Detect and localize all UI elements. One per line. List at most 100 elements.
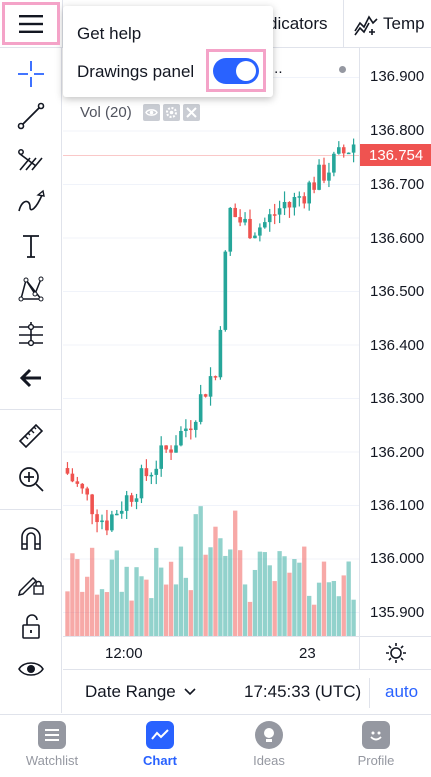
candle-body bbox=[124, 495, 129, 511]
indicators-label: dicators bbox=[268, 13, 328, 33]
volume-bar bbox=[119, 591, 124, 636]
main-menu-dropdown: Get help Drawings panel bbox=[63, 6, 273, 97]
candle-body bbox=[337, 147, 341, 154]
volume-bar bbox=[272, 581, 277, 636]
price-tick: 136.200 bbox=[370, 444, 425, 461]
auto-scale-button[interactable]: auto bbox=[385, 682, 419, 701]
eye-icon[interactable] bbox=[143, 104, 160, 121]
nav-profile[interactable]: Profile bbox=[331, 721, 421, 768]
volume-bar bbox=[237, 550, 243, 636]
candle-body bbox=[85, 488, 89, 495]
volume-bar bbox=[262, 552, 267, 636]
indicators-button[interactable]: dicators bbox=[268, 0, 328, 47]
volume-bar bbox=[213, 526, 218, 636]
nav-ideas[interactable]: Ideas bbox=[224, 721, 314, 768]
candle-body bbox=[302, 196, 307, 204]
crosshair-tool[interactable] bbox=[13, 56, 49, 92]
volume-bar bbox=[267, 565, 272, 636]
candle-body bbox=[307, 182, 311, 204]
zoom-tool[interactable] bbox=[13, 461, 49, 497]
price-tick: 136.100 bbox=[370, 497, 425, 514]
volume-bar bbox=[242, 584, 248, 636]
more-label[interactable]: ... bbox=[270, 60, 283, 77]
drawing-toolbar bbox=[0, 48, 62, 713]
price-axis[interactable]: 136.900 136.800 136.754 136.700 136.600 … bbox=[359, 48, 431, 636]
brush-tool[interactable] bbox=[13, 184, 49, 220]
volume-bar bbox=[302, 546, 307, 636]
pitchfork-icon bbox=[18, 149, 43, 171]
hide-drawings-tool[interactable] bbox=[13, 651, 49, 687]
candle-body bbox=[341, 147, 346, 154]
sun-gear-icon bbox=[385, 643, 406, 663]
candle-body bbox=[213, 376, 218, 378]
measure-tool[interactable] bbox=[13, 418, 49, 454]
magnet-icon bbox=[21, 527, 41, 550]
volume-bar bbox=[178, 546, 184, 636]
toolbar-divider bbox=[343, 0, 344, 47]
nav-label: Watchlist bbox=[25, 753, 79, 768]
volume-bar bbox=[188, 590, 193, 636]
volume-bar bbox=[109, 559, 115, 636]
volume-bar bbox=[223, 555, 228, 636]
prediction-tool[interactable] bbox=[13, 316, 49, 352]
arrow-left-icon bbox=[19, 368, 41, 388]
templates-icon bbox=[354, 14, 378, 35]
back-tool[interactable] bbox=[13, 360, 49, 396]
get-help-item[interactable]: Get help bbox=[77, 24, 142, 43]
drawings-panel-toggle-highlight bbox=[206, 49, 266, 92]
templates-button[interactable]: Temp bbox=[353, 0, 425, 47]
lock-drawings-tool[interactable] bbox=[13, 564, 49, 600]
volume-bar bbox=[218, 538, 223, 636]
candle-body bbox=[272, 214, 277, 216]
volume-bar bbox=[331, 580, 337, 636]
candle-body bbox=[253, 235, 257, 239]
volume-bar bbox=[149, 598, 154, 636]
chart-pane[interactable]: Vol (20) ... bbox=[63, 48, 359, 636]
nav-watchlist[interactable]: Watchlist bbox=[7, 721, 97, 768]
candle-body bbox=[184, 428, 188, 431]
date-range-button[interactable]: Date Range bbox=[85, 682, 196, 702]
volume-bar bbox=[75, 559, 80, 636]
drawings-panel-toggle[interactable] bbox=[213, 57, 259, 84]
candle-body bbox=[351, 144, 356, 153]
candle-body bbox=[189, 428, 193, 431]
drawings-panel-item[interactable]: Drawings panel bbox=[77, 62, 195, 81]
price-tick: 136.400 bbox=[370, 337, 425, 354]
volume-bar bbox=[326, 582, 332, 636]
lock-all-tool[interactable] bbox=[13, 608, 49, 644]
toolbar-divider bbox=[0, 509, 62, 510]
volume-bar bbox=[124, 566, 129, 636]
candlestick-chart[interactable] bbox=[63, 48, 359, 636]
nav-chart[interactable]: Chart bbox=[115, 721, 205, 768]
volume-legend[interactable]: Vol (20) bbox=[80, 104, 132, 121]
candle-body bbox=[70, 473, 75, 482]
volume-bar bbox=[183, 577, 189, 636]
volume-bar bbox=[114, 550, 119, 636]
candle-body bbox=[223, 251, 228, 330]
volume-bar bbox=[252, 569, 258, 636]
trend-line-icon bbox=[17, 102, 45, 130]
close-icon[interactable] bbox=[183, 104, 200, 121]
volume-bar bbox=[316, 582, 322, 636]
menu-button[interactable] bbox=[2, 2, 60, 45]
candle-body bbox=[277, 208, 282, 215]
time-axis[interactable]: 12:00 23 bbox=[63, 636, 359, 669]
gear-icon[interactable] bbox=[163, 104, 180, 121]
pitchfork-tool[interactable] bbox=[13, 141, 49, 177]
volume-bar bbox=[85, 576, 90, 636]
candle-body bbox=[110, 514, 114, 531]
volume-bar bbox=[134, 567, 139, 636]
watchlist-icon bbox=[38, 721, 66, 749]
chart-settings-button[interactable] bbox=[359, 636, 431, 669]
volume-bar bbox=[341, 575, 346, 636]
trend-line-tool[interactable] bbox=[13, 98, 49, 134]
volume-bar bbox=[89, 547, 95, 636]
utc-clock[interactable]: 17:45:33 (UTC) bbox=[244, 682, 362, 701]
magnet-tool[interactable] bbox=[13, 520, 49, 556]
current-price-badge: 136.754 bbox=[360, 144, 431, 166]
text-tool[interactable] bbox=[13, 228, 49, 264]
pattern-tool[interactable] bbox=[13, 271, 49, 307]
zoom-in-icon bbox=[19, 467, 44, 492]
candle-body bbox=[346, 152, 351, 155]
volume-bar bbox=[208, 547, 213, 636]
